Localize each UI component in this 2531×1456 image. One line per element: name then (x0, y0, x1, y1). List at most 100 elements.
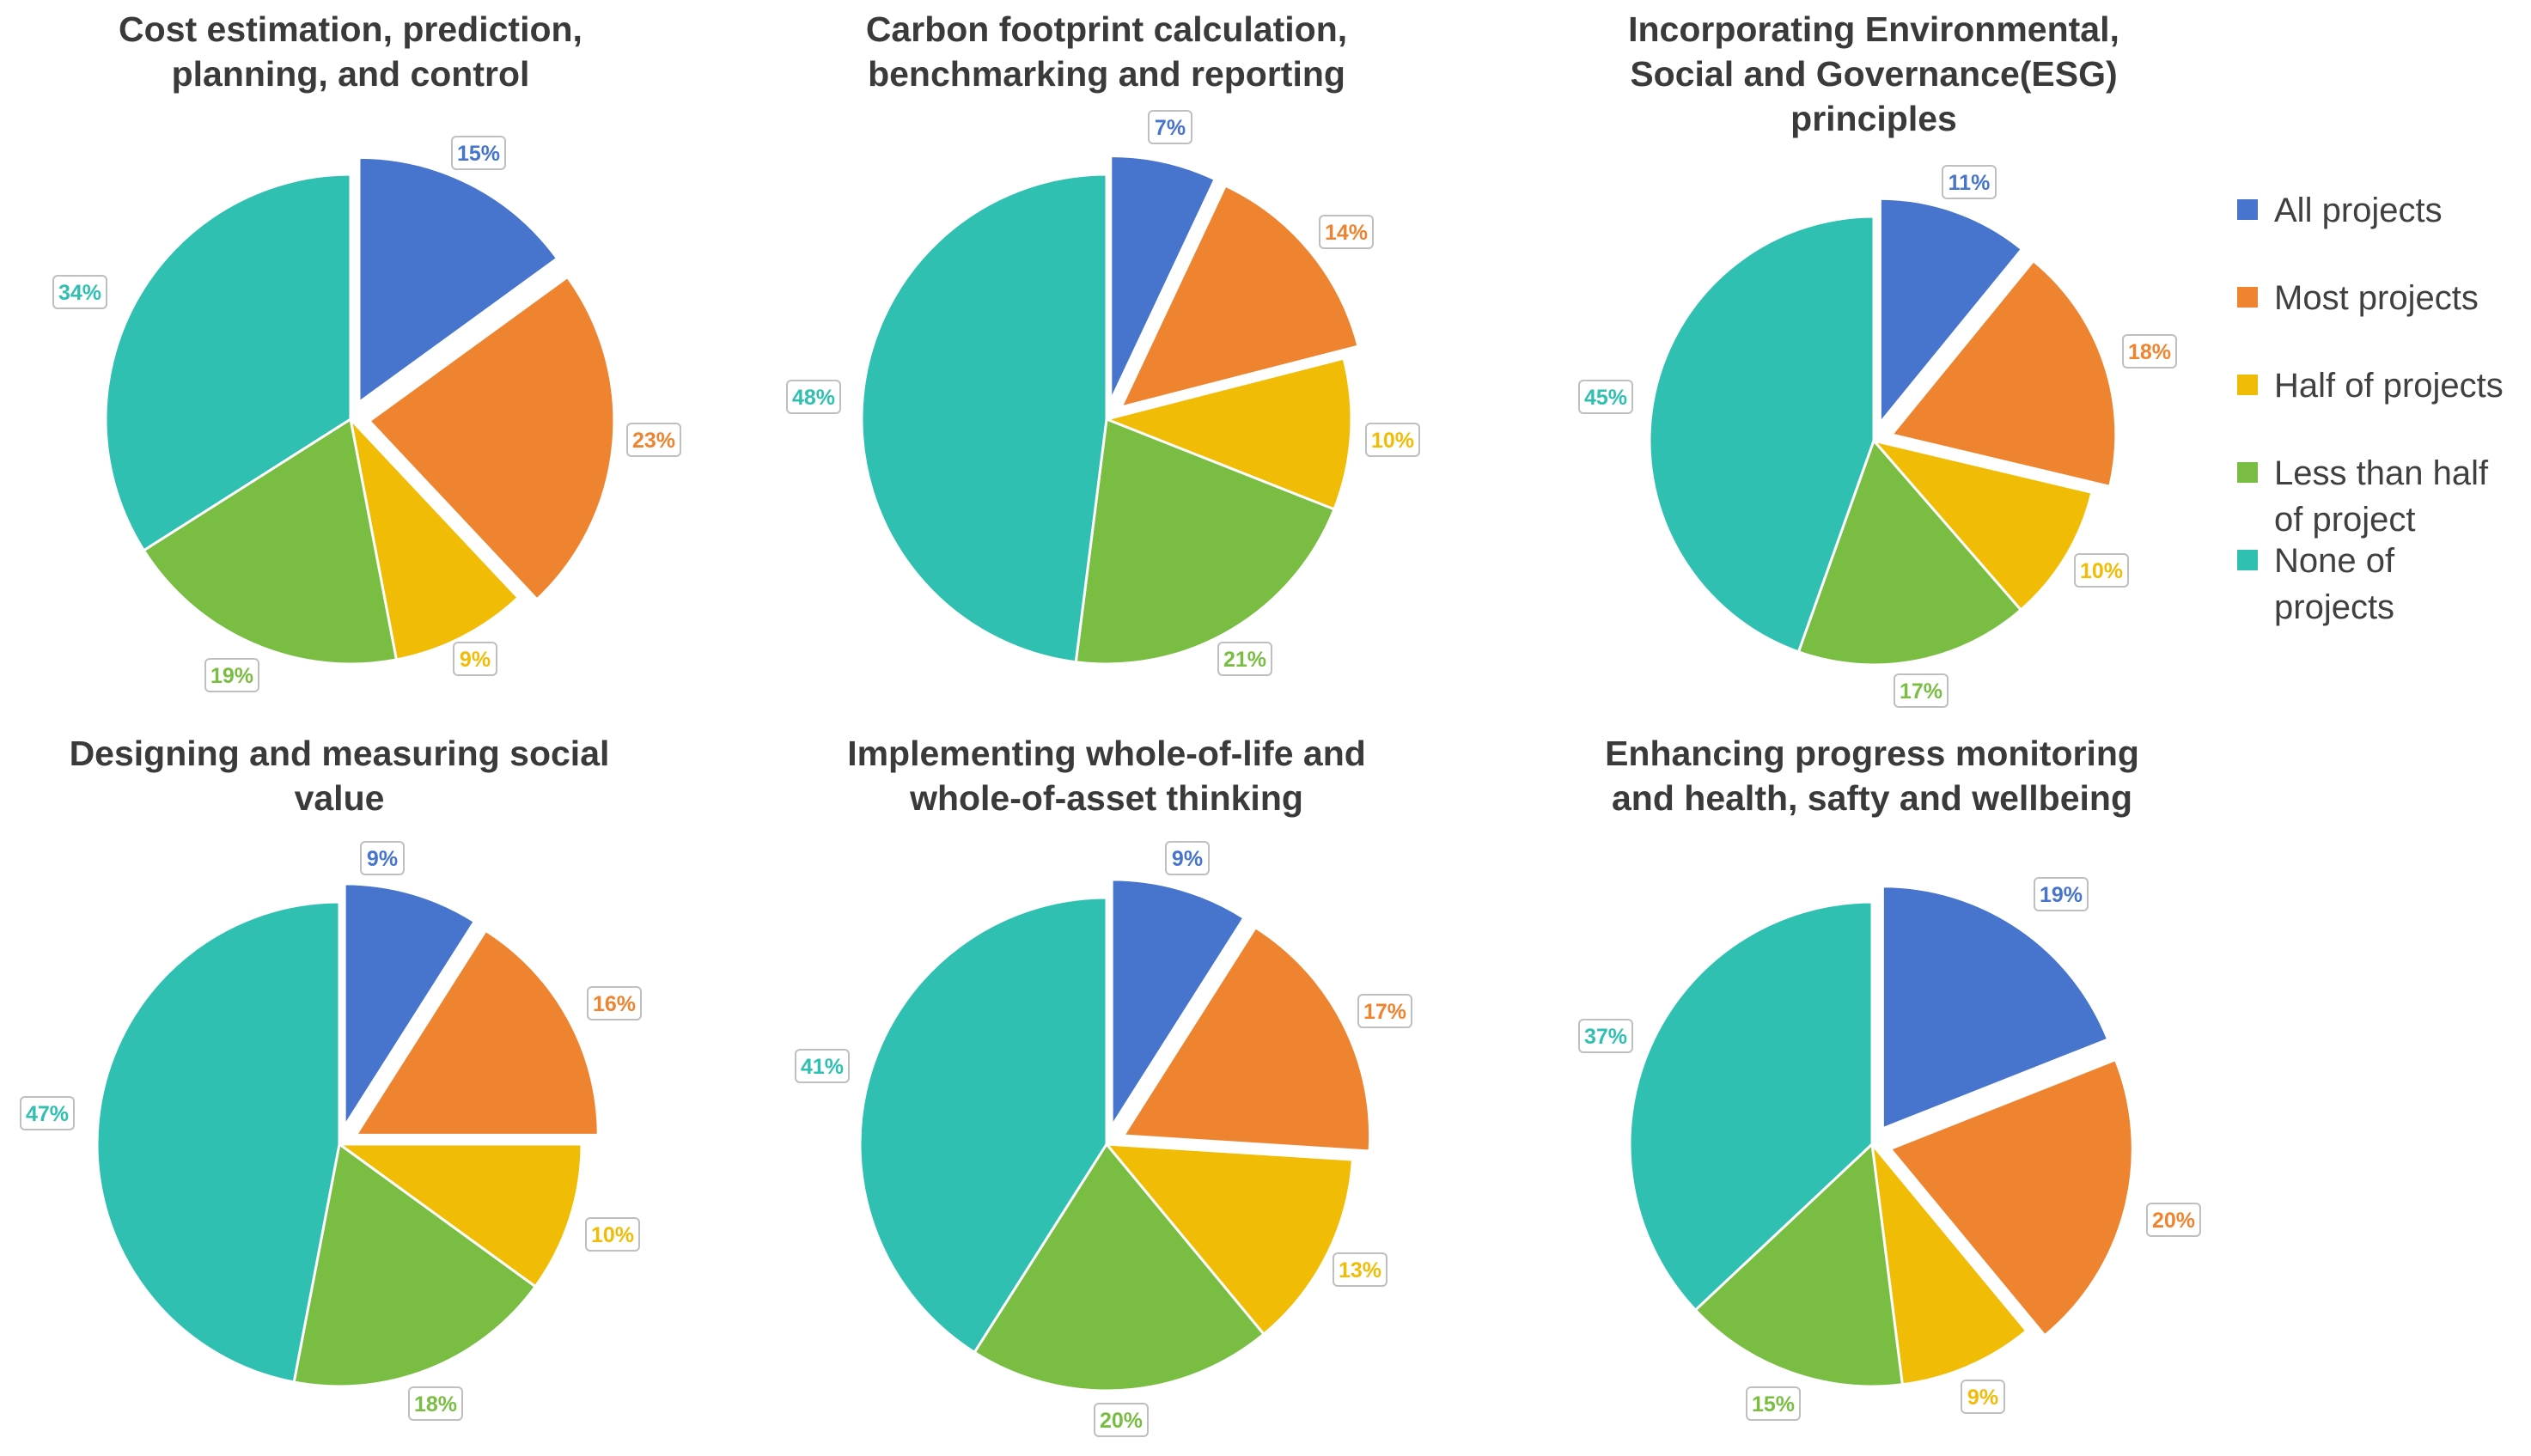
data-label-box (1333, 1252, 1387, 1287)
data-label-box (20, 1096, 75, 1130)
pie-chart-1: Cost estimation, prediction, planning, an… (52, 9, 681, 692)
data-label-half-of-projects: 9% (1961, 1380, 2005, 1414)
data-label-text: 45% (1584, 386, 1627, 410)
data-label-box (408, 1386, 463, 1421)
data-label-text: 20% (2152, 1209, 2195, 1233)
data-label-less-than-half: 17% (1894, 673, 1949, 708)
data-label-text: 9% (1172, 847, 1203, 871)
data-label-box (2034, 877, 2089, 911)
data-label-none-of-projects: 48% (786, 380, 841, 414)
data-label-less-than-half: 21% (1217, 642, 1272, 676)
pie-title-line: Enhancing progress monitoring (1605, 734, 2139, 773)
slice-none-of-projects (1628, 900, 1874, 1312)
data-label-most-projects: 18% (2122, 334, 2177, 369)
pie-title-line: planning, and control (172, 54, 530, 94)
pie-chart-6: Enhancing progress monitoring and health,… (1578, 734, 2201, 1421)
data-label-text: 21% (1223, 648, 1266, 672)
legend-swatch (2237, 550, 2258, 570)
data-label-less-than-half: 20% (1094, 1403, 1149, 1437)
pie-title: Carbon footprint calculation, benchmarkin… (866, 9, 1347, 94)
data-label-text: 19% (210, 664, 253, 688)
data-label-text: 11% (1949, 171, 1991, 195)
data-label-all-projects: 19% (2034, 877, 2089, 911)
data-label-half-of-projects: 10% (2074, 553, 2129, 588)
data-label-half-of-projects: 9% (453, 642, 497, 676)
data-label-box (1217, 642, 1272, 676)
data-label-box (204, 658, 259, 692)
slice-none-of-projects (1648, 215, 1875, 654)
data-label-box (2122, 334, 2177, 369)
data-label-text: 19% (2040, 883, 2083, 907)
data-label-text: 9% (367, 847, 398, 871)
data-label-text: 17% (1900, 679, 1942, 704)
data-label-half-of-projects: 10% (585, 1217, 640, 1252)
data-label-none-of-projects: 37% (1578, 1019, 1633, 1053)
data-label-box (1961, 1380, 2005, 1414)
slice-all-projects (357, 155, 559, 404)
data-label-none-of-projects: 41% (795, 1049, 850, 1083)
data-label-box (1942, 165, 1997, 199)
pie-title-line: principles (1790, 99, 1957, 138)
slice-half-of-projects (1105, 1142, 1354, 1336)
slice-less-than-half (973, 1142, 1266, 1392)
data-label-box (1746, 1386, 1801, 1421)
data-label-all-projects: 7% (1148, 110, 1192, 144)
pie-title-line: value (295, 778, 385, 818)
data-label-text: 18% (2128, 340, 2171, 364)
data-label-text: 23% (632, 429, 675, 453)
data-label-less-than-half: 19% (204, 658, 259, 692)
legend-swatch (2237, 375, 2258, 395)
pie-title-line: and health, safty and wellbeing (1612, 778, 2132, 818)
data-label-text: 18% (414, 1392, 457, 1416)
data-label-text: 10% (2080, 559, 2123, 583)
pie-title-line: benchmarking and reporting (868, 54, 1345, 94)
data-label-most-projects: 16% (587, 986, 642, 1020)
slice-less-than-half (1693, 1142, 1904, 1388)
slice-most-projects (368, 276, 616, 601)
pie-chart-2: Carbon footprint calculation, benchmarkin… (786, 9, 1420, 676)
slice-all-projects (1878, 197, 2023, 424)
data-label-text: 10% (1371, 429, 1414, 453)
pie-title: Incorporating Environmental, Social and G… (1628, 9, 2119, 138)
slice-all-projects (1881, 885, 2110, 1130)
data-label-box (1365, 423, 1420, 457)
slice-half-of-projects (1872, 439, 2094, 612)
data-label-text: 41% (801, 1055, 844, 1079)
legend-swatch (2237, 199, 2258, 220)
data-label-text: 20% (1100, 1409, 1143, 1433)
legend-label-line: All projects (2274, 192, 2443, 229)
data-label-text: 10% (591, 1223, 634, 1247)
slice-half-of-projects (338, 1142, 583, 1288)
data-label-box (1578, 1019, 1633, 1053)
data-label-most-projects: 20% (2146, 1203, 2201, 1237)
data-label-box (360, 841, 405, 875)
slice-none-of-projects (860, 173, 1108, 664)
data-label-box (626, 423, 681, 457)
slice-all-projects (1109, 155, 1217, 403)
slice-none-of-projects (95, 900, 341, 1384)
pie-title: Enhancing progress monitoring and health,… (1605, 734, 2139, 818)
data-label-box (1578, 380, 1633, 414)
data-label-box (786, 380, 841, 414)
data-label-all-projects: 9% (1165, 841, 1210, 875)
data-label-text: 14% (1325, 221, 1368, 245)
legend-label: Most projects (2274, 279, 2479, 317)
data-label-box (453, 642, 497, 676)
pie-title-line: whole-of-asset thinking (909, 778, 1303, 818)
data-label-half-of-projects: 13% (1333, 1252, 1387, 1287)
slice-less-than-half (142, 417, 398, 666)
pie-chart-5: Implementing whole-of-life and whole-of-a… (795, 734, 1412, 1437)
slice-most-projects (1888, 1058, 2134, 1337)
data-label-none-of-projects: 34% (52, 275, 107, 309)
data-label-none-of-projects: 47% (20, 1096, 75, 1130)
data-label-box (1165, 841, 1210, 875)
pie-title: Cost estimation, prediction, planning, an… (119, 9, 582, 94)
data-label-most-projects: 17% (1357, 994, 1412, 1028)
slice-most-projects (354, 929, 600, 1136)
data-label-text: 37% (1584, 1025, 1627, 1049)
data-label-all-projects: 15% (451, 136, 506, 170)
data-label-less-than-half: 18% (408, 1386, 463, 1421)
data-label-text: 34% (58, 281, 101, 305)
legend-label-line: projects (2274, 588, 2394, 626)
data-label-box (1094, 1403, 1149, 1437)
